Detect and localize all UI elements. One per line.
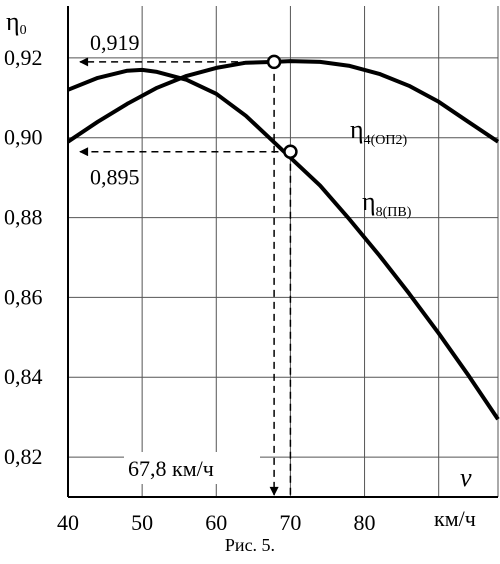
series-label-1: η4(ОП2)	[350, 115, 407, 148]
grid	[67, 6, 499, 497]
plot-frame	[67, 6, 498, 498]
x-tick-label: 70	[279, 510, 301, 535]
annotations	[79, 54, 298, 497]
annotation-label-0919: 0,919	[90, 30, 140, 55]
series-label-2: η8(ПВ)	[362, 187, 412, 220]
annotation-label-678: 67,8 км/ч	[128, 456, 214, 481]
series-line-1	[66, 59, 500, 144]
annotation-box-678	[124, 452, 260, 484]
marker-0919	[266, 54, 282, 70]
annotation-label-0895: 0,895	[90, 165, 140, 190]
y-tick-label: 0,82	[4, 444, 43, 469]
marker-0895	[283, 144, 298, 159]
y-tick-label: 0,88	[4, 205, 43, 230]
y-tick-label: 0,86	[4, 284, 43, 309]
y-tick-label: 0,92	[4, 45, 43, 70]
x-tick-label: 50	[131, 510, 153, 535]
figure-caption: Рис. 5.	[224, 535, 276, 555]
x-axis-unit: км/ч	[434, 506, 476, 531]
series-label-sub-1: 4(ОП2)	[364, 133, 408, 148]
y-axis-title-sub: 0	[20, 23, 27, 38]
x-tick-label: 60	[205, 510, 227, 535]
y-tick-label: 0,90	[4, 125, 43, 150]
series-group	[66, 59, 500, 421]
efficiency-chart: 0,82 0,84 0,86 0,88 0,90 0,92 40 50 60 70 80 η0 v км/…	[4, 6, 500, 535]
y-tick-label: 0,84	[4, 364, 43, 389]
y-axis-title: η0	[6, 7, 27, 38]
series-line-2	[67, 67, 500, 421]
x-tick-label: 80	[354, 510, 376, 535]
series-label-sub-2: 8(ПВ)	[376, 205, 412, 220]
x-axis-title: v	[460, 463, 472, 492]
x-tick-label: 40	[57, 510, 79, 535]
